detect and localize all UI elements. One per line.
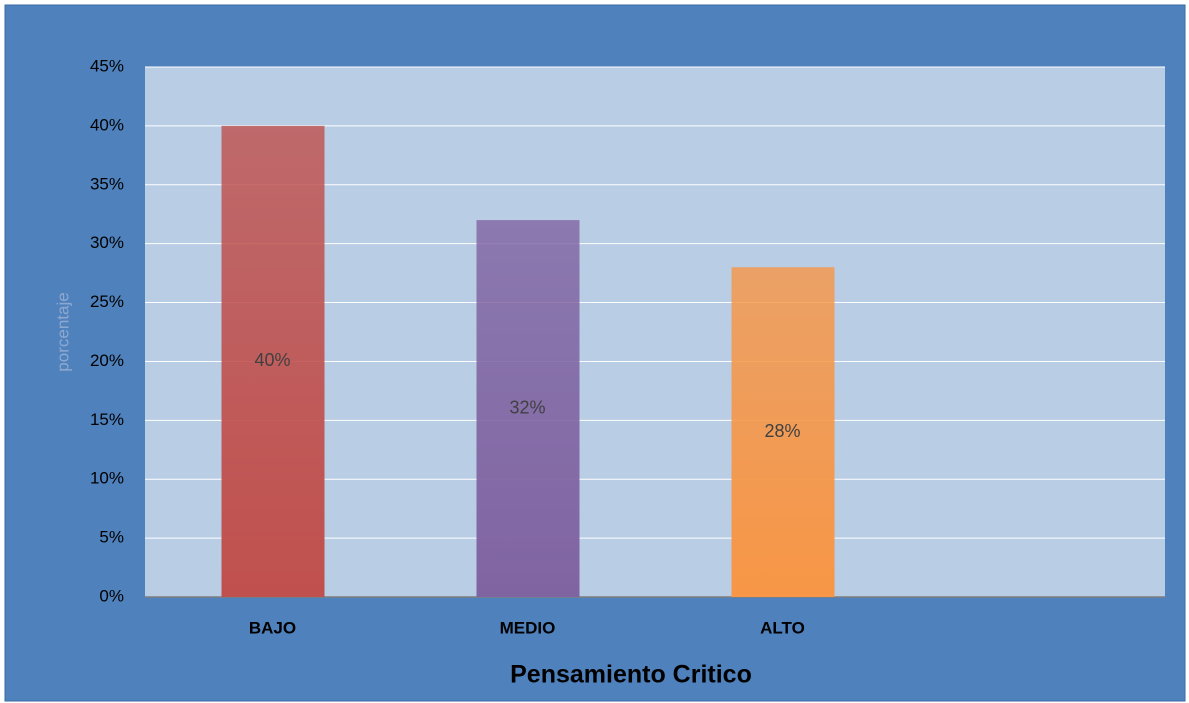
bar <box>731 267 835 597</box>
x-tick-label: ALTO <box>760 618 805 637</box>
y-tick-label: 35% <box>90 174 124 193</box>
y-tick-label: 20% <box>90 351 124 370</box>
y-tick-label: 10% <box>90 469 124 488</box>
y-tick-label: 25% <box>90 292 124 311</box>
x-tick-label: MEDIO <box>500 618 556 637</box>
y-tick-label: 30% <box>90 233 124 252</box>
bar <box>476 220 580 597</box>
y-tick-label: 15% <box>90 410 124 429</box>
x-axis-title: Pensamiento Critico <box>510 661 752 689</box>
x-tick-label: BAJO <box>249 618 296 637</box>
y-axis-title: porcentaje <box>53 292 72 371</box>
bar <box>221 125 325 597</box>
value-label: 40% <box>254 350 290 370</box>
y-tick-label: 45% <box>90 56 124 75</box>
y-tick-label: 0% <box>99 586 124 605</box>
y-tick-label: 40% <box>90 115 124 134</box>
y-tick-label: 5% <box>99 528 124 547</box>
value-label: 32% <box>509 397 545 417</box>
value-label: 28% <box>764 421 800 441</box>
